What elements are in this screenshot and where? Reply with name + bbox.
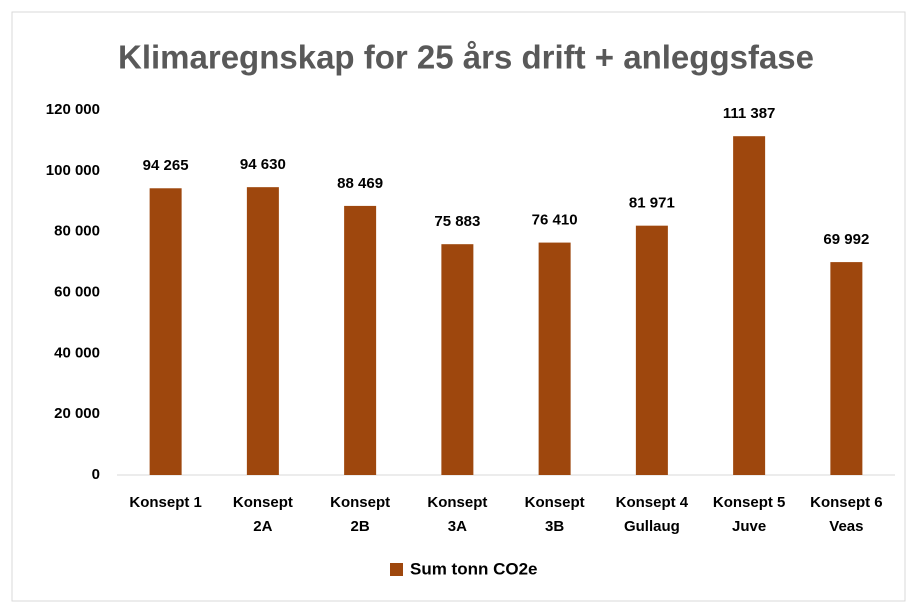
x-tick-label: Konsept 3A [427,494,487,535]
y-tick-label: 100 000 [46,162,100,179]
y-tick-label: 0 [92,466,100,483]
chart-title: Klimaregnskap for 25 års drift + anleggs… [118,39,814,76]
x-tick-label: Konsept 2A [233,494,293,535]
y-tick-label: 80 000 [54,223,100,240]
y-tick-label: 60 000 [54,283,100,300]
bar [441,244,474,475]
y-tick-label: 120 000 [46,101,100,118]
x-tick-label: Konsept 3B [525,494,585,535]
x-tick-label: Konsept 4 Gullaug [616,494,689,535]
x-tick-label: Konsept 6 Veas [810,494,883,535]
bar [344,205,377,475]
y-tick-label: 40 000 [54,344,100,361]
y-tick-label: 20 000 [54,405,100,422]
value-label: 76 410 [532,212,578,229]
bar [733,136,766,475]
x-tick-label: Konsept 1 [129,494,202,511]
legend-swatch [390,563,403,576]
value-label: 111 387 [723,105,776,122]
value-label: 94 630 [240,156,286,173]
bar [246,187,279,475]
x-tick-label: Konsept 5 Juve [713,494,786,535]
value-label: 69 992 [823,231,869,248]
legend-label: Sum tonn CO2e [410,559,538,578]
bar [830,262,863,475]
bar [635,225,668,475]
value-label: 94 265 [143,157,189,174]
bar [538,242,571,475]
value-label: 75 883 [434,213,480,230]
value-label: 81 971 [629,195,675,212]
x-tick-label: Konsept 2B [330,494,390,535]
bar [149,188,182,476]
value-label: 88 469 [337,175,383,192]
